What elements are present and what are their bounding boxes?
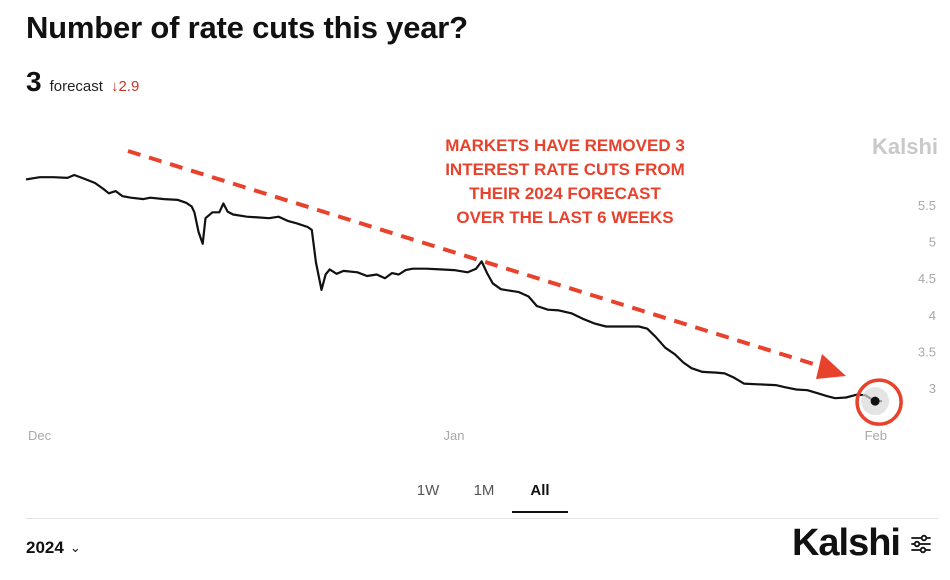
trend-arrow (127, 149, 846, 379)
x-tick-label: Dec (28, 428, 52, 443)
forecast-change: ↓2.9 (110, 78, 140, 95)
highlight-circle (855, 378, 903, 426)
tab-1w[interactable]: 1W (416, 482, 440, 499)
annotation-line: MARKETS HAVE REMOVED 3 (445, 136, 685, 155)
y-tick-label: 4.5 (918, 271, 936, 286)
annotation-line: INTEREST RATE CUTS FROM (445, 160, 685, 179)
trend-arrow-shaft (127, 149, 821, 368)
divider (26, 518, 938, 519)
forecast-label: forecast (49, 78, 103, 95)
annotation-text: MARKETS HAVE REMOVED 3 INTEREST RATE CUTS… (445, 136, 685, 227)
series-line (25, 173, 883, 403)
chevron-down-icon: ⌄ (69, 540, 81, 555)
y-tick-label: 5.5 (918, 198, 936, 213)
current-point-dot (870, 396, 880, 406)
forecast-value: 3 (26, 66, 42, 97)
current-point-marker[interactable] (855, 378, 903, 426)
annotation-line: THEIR 2024 FORECAST (469, 184, 661, 203)
y-axis-ticks: 3 3.5 4 4.5 5 5.5 (918, 198, 936, 396)
x-tick-label: Jan (444, 428, 465, 443)
forecast-line-chart[interactable]: Kalshi MARKETS HAVE REMOVED 3 INTEREST RA… (0, 0, 950, 470)
brand-footer: Kalshi (792, 522, 932, 565)
sliders-icon[interactable] (910, 533, 932, 555)
tab-all[interactable]: All (512, 478, 568, 513)
x-tick-label: Feb (865, 428, 887, 443)
x-axis-ticks: Dec Jan Feb (28, 428, 887, 443)
y-tick-label: 5 (929, 235, 936, 250)
kalshi-logo: Kalshi (791, 522, 901, 564)
year-dropdown[interactable]: 2024 ⌄ (26, 538, 81, 558)
time-range-tabs: 1W 1M All (400, 478, 568, 513)
chart-watermark: Kalshi (872, 134, 938, 159)
annotation-line: OVER THE LAST 6 WEEKS (456, 208, 673, 227)
tab-1m[interactable]: 1M (473, 482, 495, 499)
year-label: 2024 (26, 538, 64, 557)
forecast-summary: 3 forecast ↓2.9 (26, 66, 139, 98)
y-tick-label: 3.5 (918, 344, 936, 359)
y-tick-label: 4 (929, 308, 936, 323)
page-title: Number of rate cuts this year? (26, 10, 468, 45)
y-tick-label: 3 (929, 381, 936, 396)
trend-arrow-head (816, 354, 846, 379)
